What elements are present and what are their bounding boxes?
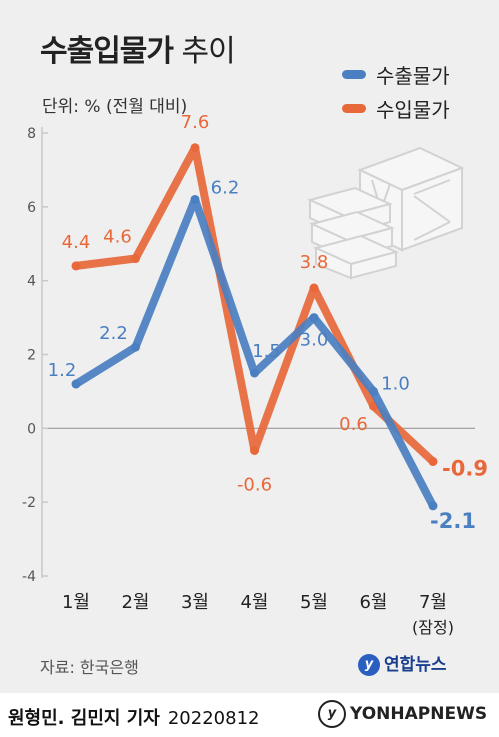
title-bold: 수출입물가 — [40, 34, 174, 69]
legend-item-export: 수출물가 — [342, 58, 492, 92]
data-point-import — [190, 143, 200, 153]
data-point-import — [71, 261, 81, 271]
x-tick-label: 7월 — [419, 592, 447, 613]
y-tick-label: 2 — [27, 348, 36, 364]
x-tick-label: 2월 — [121, 592, 149, 613]
brand-name: 연합뉴스 — [384, 655, 447, 675]
yonhap-logo-icon: y — [358, 654, 380, 676]
y-tick-label: 0 — [27, 421, 36, 437]
data-label-export: 1.0 — [381, 373, 410, 394]
data-point-export — [71, 379, 81, 389]
data-point-import — [131, 254, 140, 264]
data-label-export: 3.0 — [300, 330, 329, 351]
data-point-export — [369, 386, 378, 396]
data-label-import: 0.6 — [339, 414, 368, 435]
x-tick-label: 1월 — [62, 592, 90, 613]
chart-card: 수출입물가 추이 단위: % (전월 대비) 수출물가 수입물가 — [0, 0, 499, 693]
authors: 원형민. 김민지 기자 — [8, 708, 160, 729]
y-tick-label: 6 — [27, 200, 36, 216]
x-tick-sublabel: (잠정) — [412, 618, 454, 637]
x-tick-label: 5월 — [300, 592, 328, 613]
chart-title: 수출입물가 추이 — [40, 26, 236, 70]
data-point-import — [428, 457, 438, 467]
data-label-export: -2.1 — [430, 509, 476, 533]
data-label-export: 1.5 — [252, 341, 281, 362]
agency-name: YONHAPNEWS — [350, 704, 488, 724]
source-note: 자료: 한국은행 — [40, 658, 139, 677]
data-point-export — [131, 342, 140, 352]
y-tick-label: 4 — [27, 274, 36, 290]
x-tick-label: 6월 — [359, 592, 387, 613]
y-tick-label: 8 — [27, 126, 36, 142]
data-label-export: 1.2 — [48, 360, 77, 381]
date: 20220812 — [167, 708, 260, 729]
data-label-import: 7.6 — [181, 112, 210, 133]
data-label-export: 2.2 — [99, 323, 128, 344]
yonhap-mark-icon: y — [318, 700, 346, 728]
title-light: 추이 — [181, 34, 236, 69]
data-point-export — [250, 368, 259, 378]
legend-swatch-import — [342, 104, 366, 113]
legend-label-import: 수입물가 — [376, 98, 450, 122]
byline: 원형민. 김민지 기자 20220812 — [8, 704, 259, 730]
data-label-import: -0.6 — [237, 474, 272, 495]
data-label-import: -0.9 — [442, 457, 488, 481]
line-chart: -4 -2 0 2 4 6 8 1월 2월 3월 4월 5월 6월 7월 (잠정) 1.2 2.2 6.2 1.5… — [22, 112, 488, 637]
x-tick-label: 3월 — [181, 592, 209, 613]
legend: 수출물가 수입물가 — [342, 58, 492, 126]
data-point-export — [190, 194, 200, 204]
data-label-import: 4.6 — [103, 227, 132, 248]
data-point-export — [428, 501, 438, 511]
legend-swatch-export — [342, 70, 366, 79]
agency-mark: y YONHAPNEWS — [318, 700, 487, 728]
data-label-export: 6.2 — [211, 177, 240, 198]
brand: y 연합뉴스 — [358, 650, 447, 676]
data-point-export — [309, 313, 319, 323]
data-point-import — [250, 445, 259, 455]
y-tick-label: -2 — [22, 495, 36, 511]
legend-label-export: 수출물가 — [376, 64, 450, 88]
cargo-illustration-icon — [307, 146, 465, 280]
data-label-import: 3.8 — [300, 252, 329, 273]
x-tick-label: 4월 — [240, 592, 268, 613]
data-label-import: 4.4 — [62, 232, 91, 253]
legend-item-import: 수입물가 — [342, 92, 492, 126]
data-point-import — [309, 283, 319, 293]
y-tick-label: -4 — [22, 569, 36, 585]
unit-label: 단위: % (전월 대비) — [42, 97, 188, 117]
